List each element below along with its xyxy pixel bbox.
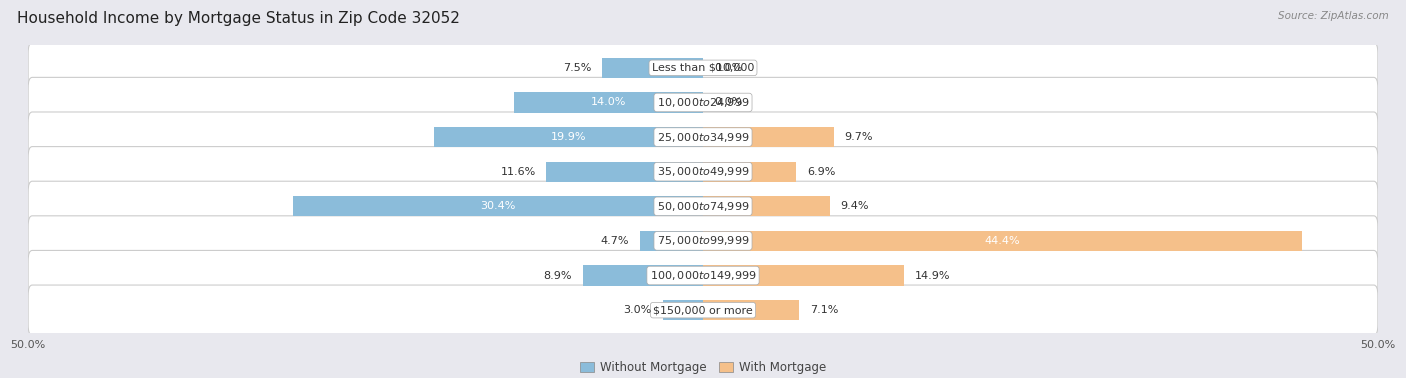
Bar <box>583 265 703 285</box>
Text: 44.4%: 44.4% <box>984 236 1021 246</box>
Text: 7.1%: 7.1% <box>810 305 838 315</box>
Text: 7.5%: 7.5% <box>562 63 591 73</box>
Text: $150,000 or more: $150,000 or more <box>654 305 752 315</box>
Bar <box>703 196 830 216</box>
Text: $10,000 to $24,999: $10,000 to $24,999 <box>657 96 749 109</box>
Text: 9.7%: 9.7% <box>845 132 873 142</box>
Text: 8.9%: 8.9% <box>544 271 572 280</box>
Bar <box>640 231 703 251</box>
FancyBboxPatch shape <box>28 181 1378 231</box>
Text: $25,000 to $34,999: $25,000 to $34,999 <box>657 130 749 144</box>
FancyBboxPatch shape <box>28 112 1378 162</box>
Bar <box>703 231 1302 251</box>
Text: 0.0%: 0.0% <box>714 98 742 107</box>
FancyBboxPatch shape <box>28 77 1378 127</box>
Bar <box>703 127 834 147</box>
FancyBboxPatch shape <box>28 216 1378 266</box>
Bar <box>602 58 703 78</box>
Text: 0.0%: 0.0% <box>714 63 742 73</box>
Bar <box>662 300 703 320</box>
Text: 6.9%: 6.9% <box>807 167 835 177</box>
FancyBboxPatch shape <box>28 147 1378 197</box>
Text: $100,000 to $149,999: $100,000 to $149,999 <box>650 269 756 282</box>
Text: 11.6%: 11.6% <box>501 167 536 177</box>
Text: $50,000 to $74,999: $50,000 to $74,999 <box>657 200 749 213</box>
Text: $35,000 to $49,999: $35,000 to $49,999 <box>657 165 749 178</box>
Bar <box>703 265 904 285</box>
Text: Less than $10,000: Less than $10,000 <box>652 63 754 73</box>
Bar <box>547 162 703 182</box>
Legend: Without Mortgage, With Mortgage: Without Mortgage, With Mortgage <box>575 356 831 378</box>
Text: 4.7%: 4.7% <box>600 236 628 246</box>
Text: 30.4%: 30.4% <box>479 201 516 211</box>
Text: 14.9%: 14.9% <box>915 271 950 280</box>
Text: Source: ZipAtlas.com: Source: ZipAtlas.com <box>1278 11 1389 21</box>
Text: 19.9%: 19.9% <box>551 132 586 142</box>
Bar <box>703 162 796 182</box>
Text: 3.0%: 3.0% <box>623 305 652 315</box>
Text: $75,000 to $99,999: $75,000 to $99,999 <box>657 234 749 248</box>
Text: 9.4%: 9.4% <box>841 201 869 211</box>
Text: 14.0%: 14.0% <box>591 98 626 107</box>
Text: Household Income by Mortgage Status in Zip Code 32052: Household Income by Mortgage Status in Z… <box>17 11 460 26</box>
FancyBboxPatch shape <box>28 251 1378 301</box>
FancyBboxPatch shape <box>28 285 1378 335</box>
Bar <box>434 127 703 147</box>
Bar <box>515 93 703 113</box>
FancyBboxPatch shape <box>28 43 1378 93</box>
Bar <box>703 300 799 320</box>
Bar <box>292 196 703 216</box>
